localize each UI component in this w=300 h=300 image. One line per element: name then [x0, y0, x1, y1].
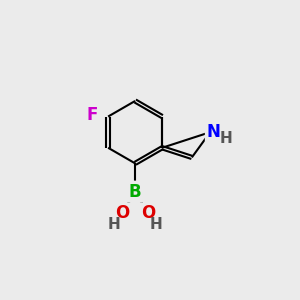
Text: H: H — [108, 217, 121, 232]
Text: B: B — [129, 183, 142, 201]
Text: O: O — [141, 205, 155, 223]
Text: N: N — [207, 123, 221, 141]
Text: H: H — [219, 131, 232, 146]
Text: O: O — [116, 205, 130, 223]
Text: F: F — [87, 106, 98, 124]
Text: H: H — [150, 217, 163, 232]
